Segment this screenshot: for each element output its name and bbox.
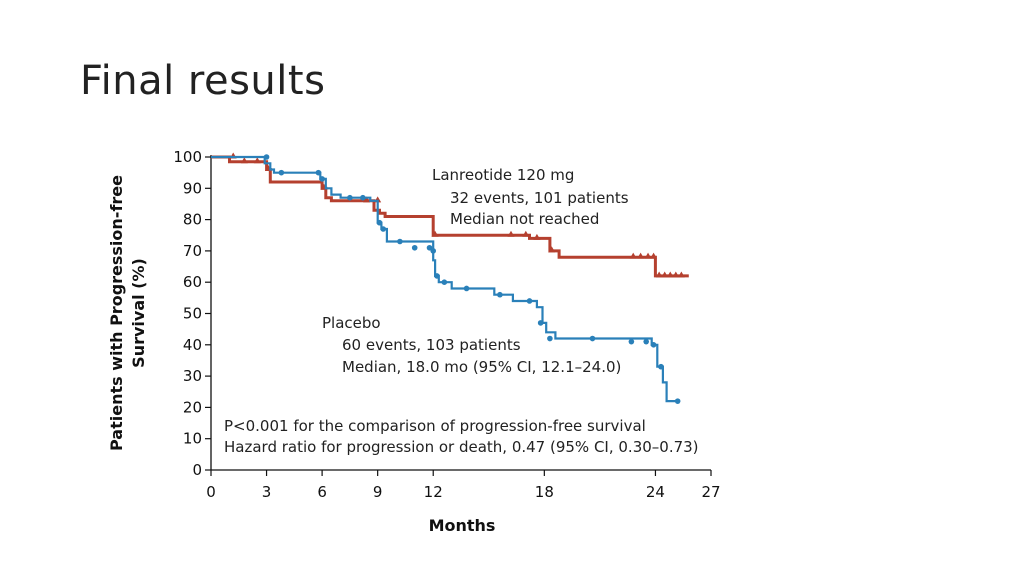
placebo-censor-marker — [589, 335, 596, 342]
placebo-median: Median, 18.0 mo (95% CI, 12.1–24.0) — [342, 358, 621, 376]
placebo-censor-marker — [643, 338, 649, 345]
lanreotide-censor-marker — [637, 252, 645, 259]
x-tick-label: 3 — [262, 483, 272, 501]
placebo-censor-marker — [315, 169, 322, 176]
placebo-censor-marker — [380, 226, 387, 232]
lanreotide-censor-marker — [533, 233, 541, 240]
placebo-censor-marker — [441, 279, 448, 286]
placebo-censor-marker — [347, 194, 353, 201]
placebo-censor-marker — [497, 291, 503, 298]
placebo-censor-marker — [526, 298, 533, 304]
lanreotide-median: Median not reached — [450, 210, 599, 228]
placebo-censor-marker — [376, 219, 383, 226]
y-tick-label: 80 — [183, 211, 202, 229]
x-tick-label: 9 — [373, 483, 383, 501]
lanreotide-censor-marker — [629, 252, 637, 259]
x-tick-label: 18 — [535, 483, 554, 501]
lanreotide-censor-marker — [240, 157, 248, 164]
lanreotide-censor-marker — [672, 271, 680, 278]
lanreotide-censor-marker — [507, 230, 515, 237]
x-tick-label: 27 — [701, 483, 720, 501]
placebo-censor-marker — [537, 320, 544, 326]
placebo-censor-marker — [426, 244, 433, 251]
y-tick-label: 30 — [183, 367, 202, 385]
placebo-censor-marker — [430, 248, 437, 254]
x-tick-label: 12 — [424, 483, 443, 501]
y-tick-label: 20 — [183, 398, 202, 416]
y-tick-label: 90 — [183, 179, 202, 197]
lanreotide-censor-marker — [431, 230, 439, 237]
lanreotide-censor-marker — [666, 271, 674, 278]
y-tick-label: 40 — [183, 336, 202, 354]
y-tick-label: 100 — [173, 148, 202, 166]
lanreotide-censor-marker — [253, 157, 261, 164]
placebo-censor-marker — [434, 273, 440, 279]
lanreotide-censor-marker — [363, 196, 371, 203]
placebo-censor-marker — [397, 238, 403, 245]
placebo-censor-marker — [650, 342, 657, 348]
lanreotide-label: Lanreotide 120 mg — [432, 166, 574, 184]
placebo-censor-marker — [278, 169, 285, 176]
y-tick-label: 60 — [183, 273, 202, 291]
placebo-censor-marker — [628, 338, 635, 345]
placebo-censor-marker — [263, 154, 270, 160]
hazard-ratio-text: Hazard ratio for progression or death, 0… — [224, 438, 699, 456]
y-axis-label-line2: Survival (%) — [129, 258, 148, 368]
x-tick-label: 24 — [646, 483, 665, 501]
lanreotide-events: 32 events, 101 patients — [450, 189, 629, 207]
placebo-censor-marker — [547, 335, 553, 342]
placebo-events: 60 events, 103 patients — [342, 336, 521, 354]
placebo-censor-marker — [319, 176, 325, 182]
x-axis-label: Months — [429, 516, 496, 535]
placebo-censor-marker — [411, 244, 418, 251]
slide-title: Final results — [80, 58, 326, 104]
y-tick-label: 50 — [183, 305, 202, 323]
placebo-censor-marker — [463, 285, 470, 292]
lanreotide-censor-marker — [522, 230, 530, 237]
lanreotide-censor-marker — [661, 271, 669, 278]
lanreotide-censor-marker — [650, 252, 658, 259]
y-tick-label: 10 — [183, 430, 202, 448]
y-axis-label-line1: Patients with Progression-free — [107, 175, 126, 451]
x-tick-label: 0 — [206, 483, 216, 501]
placebo-label: Placebo — [322, 314, 381, 332]
x-tick-label: 6 — [317, 483, 327, 501]
lanreotide-censor-marker — [548, 246, 556, 253]
placebo-censor-marker — [360, 194, 366, 201]
lanreotide-censor-marker — [644, 252, 652, 259]
lanreotide-censor-marker — [655, 271, 663, 278]
y-tick-label: 0 — [192, 461, 202, 479]
placebo-censor-marker — [658, 363, 664, 370]
y-tick-label: 70 — [183, 242, 202, 260]
pvalue-text: P<0.001 for the comparison of progressio… — [224, 417, 646, 435]
lanreotide-censor-marker — [677, 271, 685, 278]
placebo-censor-marker — [674, 398, 681, 404]
